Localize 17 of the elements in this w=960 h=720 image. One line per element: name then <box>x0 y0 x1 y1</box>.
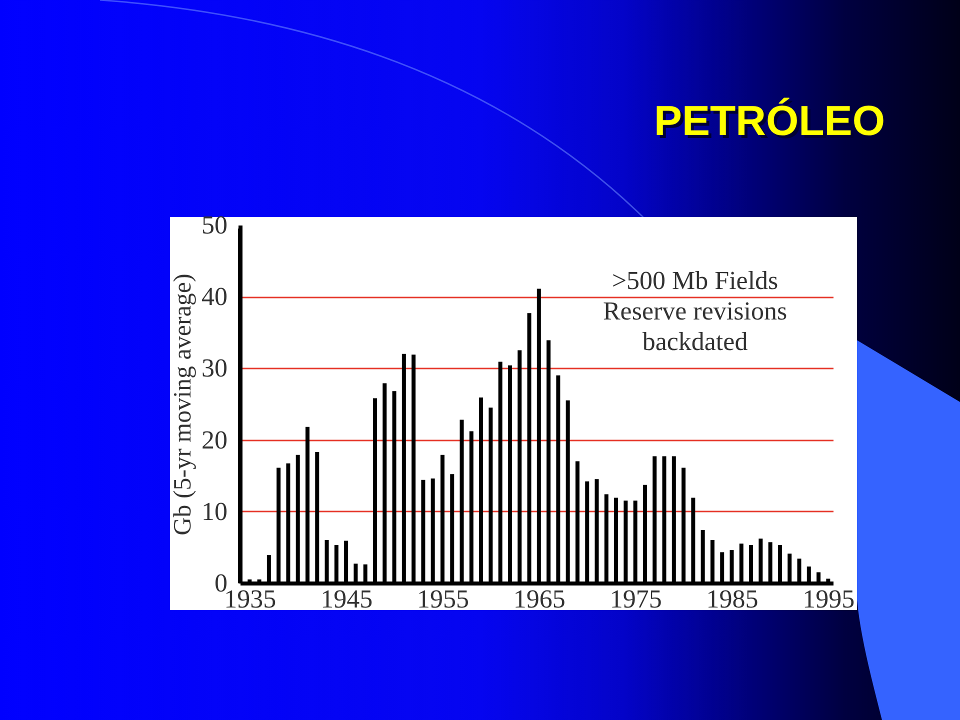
x-tick-label: 1945 <box>320 584 373 614</box>
y-tick-label: 20 <box>202 425 228 454</box>
x-tick-label: 1955 <box>416 584 469 614</box>
x-tick-label: 1985 <box>706 584 758 614</box>
annotation: backdated <box>642 327 748 356</box>
x-tick-label: 1965 <box>513 584 566 614</box>
x-tick-label: 1995 <box>802 584 855 614</box>
y-tick-label: 30 <box>202 354 228 383</box>
y-tick-label: 40 <box>202 282 228 312</box>
x-tick-label: 1975 <box>610 584 662 614</box>
y-tick-label: 0 <box>214 568 228 598</box>
chart-title: PETRÓLEO <box>654 97 885 144</box>
annotation: >500 Mb Fields <box>612 266 778 295</box>
annotation: Reserve revisions <box>602 296 788 326</box>
y-tick-label: 50 <box>202 210 228 240</box>
y-axis-title: Gb (5-yr moving average) <box>170 274 196 536</box>
y-tick-label: 10 <box>202 496 228 526</box>
